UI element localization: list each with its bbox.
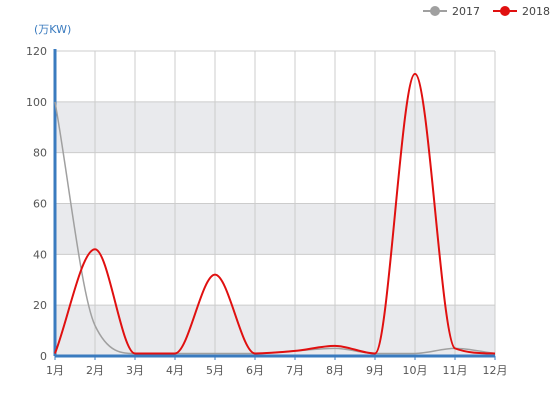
x-tick-label: 12月 [483,364,508,377]
x-tick-label: 4月 [166,364,184,377]
x-tick-label: 2月 [86,364,104,377]
grid-lines [55,50,496,357]
x-tick-label: 11月 [443,364,468,377]
y-tick-label: 120 [26,45,47,58]
y-tick-label: 100 [26,96,47,109]
legend-label: 2017 [452,5,480,18]
plot-band [55,203,495,255]
x-tick-label: 5月 [206,364,224,377]
plot-bands [55,101,495,356]
y-tick-label: 0 [40,350,47,363]
legend-marker [500,6,510,16]
x-tick-label: 7月 [286,364,304,377]
legend-label: 2018 [522,5,550,18]
y-tick-label: 40 [33,248,47,261]
axes [53,49,496,360]
x-tick-label: 8月 [326,364,344,377]
legend-item-2018: 2018 [493,5,550,18]
x-tick-labels: 1月 2月 3月 4月 5月 6月 7月 8月 9月 10月 11月 12月 [46,364,508,377]
x-tick-label: 10月 [403,364,428,377]
x-tick-label: 9月 [366,364,384,377]
plot-band [55,101,495,153]
series-lines [54,72,496,355]
y-tick-label: 80 [33,147,47,160]
x-tick-label: 3月 [126,364,144,377]
legend-item-2017: 2017 [423,5,480,18]
plot-band [55,305,495,356]
y-tick-labels: 0 20 40 60 80 100 120 [26,45,47,363]
y-tick-label: 60 [33,198,47,211]
series-line-2018 [54,72,496,355]
y-axis-unit-label: (万KW) [34,23,71,36]
x-tick-label: 1月 [46,364,64,377]
legend: 2017 2018 [423,5,550,18]
y-tick-label: 20 [33,299,47,312]
x-tick-label: 6月 [246,364,264,377]
legend-marker [430,6,440,16]
